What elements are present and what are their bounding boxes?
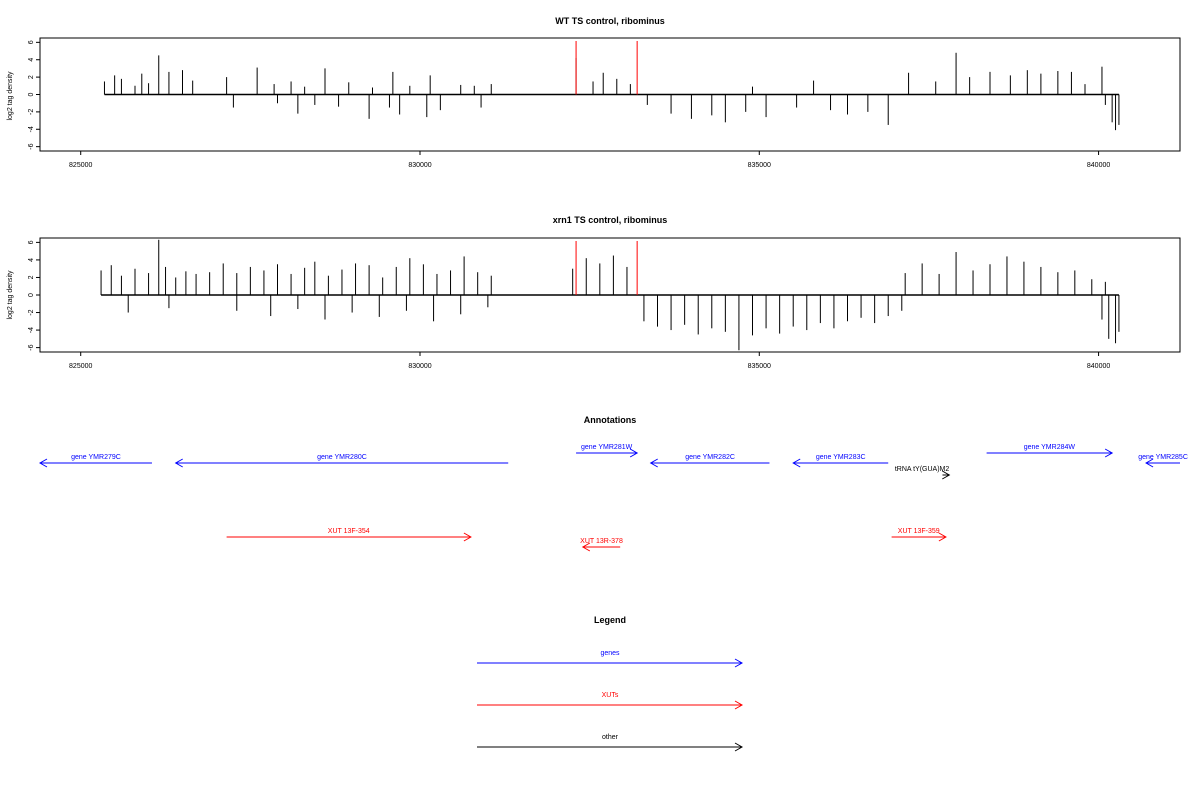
x-tick-label: 835000 [748, 162, 771, 169]
annotation-arrowhead [1145, 458, 1154, 468]
annotation-label: gene YMR285C [1138, 454, 1188, 461]
legend-title: Legend [594, 615, 626, 625]
annotation-arrowhead [629, 448, 639, 458]
x-tick-label: 830000 [408, 363, 431, 370]
annotation-arrowhead [463, 532, 472, 542]
annotation-arrowhead [581, 542, 591, 552]
annotations-track: Annotations gene YMR279C gene YMR280Cgene… [38, 415, 1188, 552]
x-tick-label: 825000 [69, 162, 92, 169]
annotations-title: Annotations [584, 415, 637, 425]
annotation-features: gene YMR279C gene YMR280C gene YMR281W gene… [38, 444, 1188, 552]
x-axis: 825000 830000 835000 840000 [69, 352, 1110, 370]
legend-label: genes [600, 650, 620, 657]
annotation-arrowhead [942, 470, 951, 480]
annotation-label: XUT 13R-378 [580, 538, 623, 545]
y-tick-label: 6 [28, 240, 35, 244]
legend: Legend genes XUTs other [477, 615, 744, 752]
y-tick-label: 4 [28, 58, 35, 62]
y-tick-label: -2 [28, 109, 35, 115]
legend-arrowhead [734, 742, 744, 752]
y-tick-label: 6 [28, 40, 35, 44]
annotation-label: XUT 13F-359 [898, 528, 940, 535]
annotation-label: gene YMR280C [317, 454, 367, 461]
y-tick-label: -2 [28, 309, 35, 315]
x-tick-label: 840000 [1087, 162, 1110, 169]
annotation-label: gene YMR279C [71, 454, 121, 461]
annotation-arrowhead [792, 458, 801, 468]
x-tick-label: 830000 [408, 162, 431, 169]
coverage-bars [103, 52, 1120, 131]
legend-arrowhead [734, 700, 744, 710]
highlight-lines [575, 241, 638, 295]
legend-label: other [602, 734, 619, 741]
x-axis: 825000 830000 835000 840000 [69, 151, 1110, 169]
y-tick-label: -4 [28, 126, 35, 132]
x-tick-label: 825000 [69, 363, 92, 370]
legend-label: XUTs [602, 692, 619, 699]
wt-coverage-panel: WT TS control, ribominus log2 tag densit… [7, 16, 1181, 169]
y-axis-label: log2 tag density [7, 270, 14, 320]
legend-arrowhead [734, 658, 744, 668]
y-tick-label: 4 [28, 258, 35, 262]
annotation-arrowhead [38, 458, 48, 468]
y-tick-label: 2 [28, 275, 35, 279]
y-tick-label: 2 [28, 75, 35, 79]
xrn1-coverage-panel: xrn1 TS control, ribominus log2 tag dens… [7, 215, 1181, 370]
annotation-label: gene YMR283C [816, 454, 866, 461]
highlight-lines [575, 41, 638, 95]
x-tick-label: 835000 [748, 363, 771, 370]
y-tick-label: -6 [28, 344, 35, 350]
annotation-arrowhead [1104, 448, 1114, 458]
y-tick-label: 0 [28, 293, 35, 297]
y-axis: -6 -4 -2 0 2 4 6 [28, 240, 40, 351]
x-tick-label: 840000 [1087, 363, 1110, 370]
annotation-label: XUT 13F-354 [328, 528, 370, 535]
coverage-bars [100, 239, 1120, 351]
annotation-label: gene YMR284W [1024, 444, 1076, 451]
legend-items: genes XUTs other [477, 650, 744, 752]
y-axis: -6 -4 -2 0 2 4 6 [28, 40, 40, 150]
y-tick-label: -6 [28, 143, 35, 149]
annotation-arrowhead [174, 458, 183, 468]
panel-title: xrn1 TS control, ribominus [553, 215, 668, 225]
y-axis-label: log2 tag density [7, 71, 14, 121]
y-tick-label: -4 [28, 327, 35, 333]
annotation-arrowhead [649, 458, 658, 468]
y-tick-label: 0 [28, 92, 35, 96]
annotation-arrowhead [938, 532, 947, 542]
annotation-label: gene YMR282C [685, 454, 735, 461]
panel-title: WT TS control, ribominus [555, 16, 665, 26]
annotation-label: tRNA tY(GUA)M2 [895, 466, 950, 473]
annotation-label: gene YMR281W [581, 444, 633, 451]
